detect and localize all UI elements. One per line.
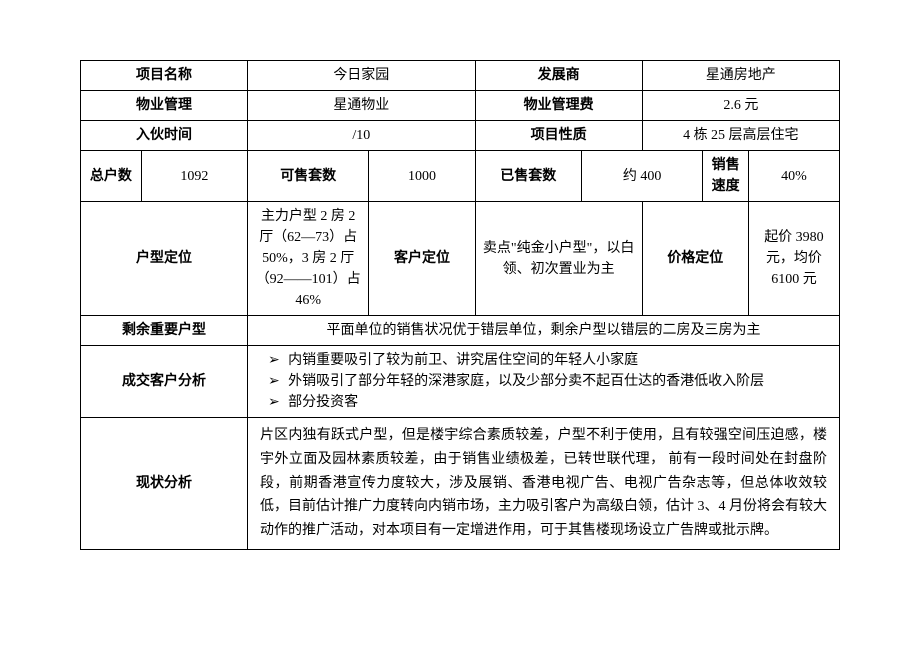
row-current: 现状分析 片区内独有跃式户型，但是楼宇综合素质较差，户型不利于使用，且有较强空间… xyxy=(81,418,840,550)
val-project-name: 今日家园 xyxy=(247,61,475,91)
row-deal-analysis: 成交客户分析 内销重要吸引了较为前卫、讲究居住空间的年轻人小家庭 外销吸引了部分… xyxy=(81,346,840,418)
val-speed: 40% xyxy=(748,151,839,202)
val-current: 片区内独有跃式户型，但是楼宇综合素质较差，户型不利于使用，且有较强空间压迫感，楼… xyxy=(247,418,839,550)
label-remain: 剩余重要户型 xyxy=(81,316,248,346)
row-pm: 物业管理 星通物业 物业管理费 2.6 元 xyxy=(81,91,840,121)
label-sold: 已售套数 xyxy=(475,151,581,202)
deal-bullet-2: 外销吸引了部分年轻的深港家庭，以及少部分卖不起百仕达的香港低收入阶层 xyxy=(268,371,833,392)
label-speed: 销售速度 xyxy=(703,151,749,202)
label-nature: 项目性质 xyxy=(475,121,642,151)
val-for-sale: 1000 xyxy=(369,151,475,202)
val-total-units: 1092 xyxy=(141,151,247,202)
label-pm-fee: 物业管理费 xyxy=(475,91,642,121)
deal-bullet-1: 内销重要吸引了较为前卫、讲究居住空间的年轻人小家庭 xyxy=(268,350,833,371)
deal-bullet-3: 部分投资客 xyxy=(268,392,833,413)
val-deal-analysis: 内销重要吸引了较为前卫、讲究居住空间的年轻人小家庭 外销吸引了部分年轻的深港家庭… xyxy=(247,346,839,418)
val-unit-pos: 主力户型 2 房 2 厅（62—73）占 50%，3 房 2 厅（92——101… xyxy=(247,202,368,316)
property-info-table: 项目名称 今日家园 发展商 星通房地产 物业管理 星通物业 物业管理费 2.6 … xyxy=(80,60,840,550)
val-developer: 星通房地产 xyxy=(642,61,839,91)
val-nature: 4 栋 25 层高层住宅 xyxy=(642,121,839,151)
val-sold: 约 400 xyxy=(581,151,702,202)
row-project: 项目名称 今日家园 发展商 星通房地产 xyxy=(81,61,840,91)
label-cust-pos: 客户定位 xyxy=(369,202,475,316)
val-move-in: /10 xyxy=(247,121,475,151)
label-unit-pos: 户型定位 xyxy=(81,202,248,316)
label-developer: 发展商 xyxy=(475,61,642,91)
row-units: 总户数 1092 可售套数 1000 已售套数 约 400 销售速度 40% xyxy=(81,151,840,202)
val-price-pos: 起价 3980 元，均价 6100 元 xyxy=(748,202,839,316)
label-current: 现状分析 xyxy=(81,418,248,550)
label-price-pos: 价格定位 xyxy=(642,202,748,316)
val-pm-fee: 2.6 元 xyxy=(642,91,839,121)
label-deal-analysis: 成交客户分析 xyxy=(81,346,248,418)
row-positioning: 户型定位 主力户型 2 房 2 厅（62—73）占 50%，3 房 2 厅（92… xyxy=(81,202,840,316)
label-move-in: 入伙时间 xyxy=(81,121,248,151)
row-move-in: 入伙时间 /10 项目性质 4 栋 25 层高层住宅 xyxy=(81,121,840,151)
label-for-sale: 可售套数 xyxy=(247,151,368,202)
val-pm: 星通物业 xyxy=(247,91,475,121)
val-remain: 平面单位的销售状况优于错层单位，剩余户型以错层的二房及三房为主 xyxy=(247,316,839,346)
label-total-units: 总户数 xyxy=(81,151,142,202)
deal-bullets: 内销重要吸引了较为前卫、讲究居住空间的年轻人小家庭 外销吸引了部分年轻的深港家庭… xyxy=(268,350,833,413)
val-cust-pos: 卖点"纯金小户型"，以白领、初次置业为主 xyxy=(475,202,642,316)
row-remain: 剩余重要户型 平面单位的销售状况优于错层单位，剩余户型以错层的二房及三房为主 xyxy=(81,316,840,346)
label-project-name: 项目名称 xyxy=(81,61,248,91)
label-pm: 物业管理 xyxy=(81,91,248,121)
